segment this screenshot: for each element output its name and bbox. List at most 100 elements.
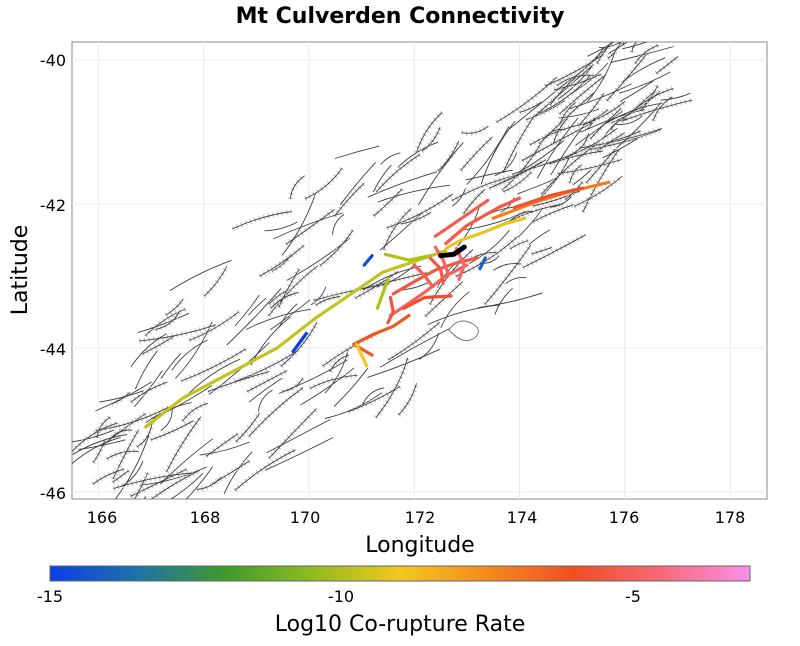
fault-trace <box>608 42 629 54</box>
fault-trace <box>278 359 348 394</box>
fault-trace <box>189 311 240 341</box>
fault-trace <box>120 460 144 488</box>
fault-trace <box>171 339 208 371</box>
rupture-section <box>375 277 390 310</box>
fault-trace <box>278 303 298 328</box>
x-axis: 166 168 170 172 174 176 178 <box>87 508 746 527</box>
fault-trace <box>469 230 510 264</box>
fault-trace <box>386 193 454 229</box>
fault-trace <box>509 81 568 129</box>
fault-trace <box>92 440 105 463</box>
fault-trace <box>568 83 632 110</box>
x-tick-label: 176 <box>609 508 640 527</box>
fault-trace <box>416 112 443 153</box>
rupture-section <box>291 331 308 354</box>
fault-trace <box>266 419 331 454</box>
fault-trace <box>134 350 158 390</box>
fault-trace <box>587 42 615 57</box>
fault-trace <box>334 182 365 217</box>
fault-trace <box>440 291 470 329</box>
fault-trace <box>510 210 533 221</box>
fault-trace <box>143 496 147 499</box>
fault-trace <box>532 190 581 207</box>
fault-trace <box>552 117 568 145</box>
fault-trace <box>160 408 173 431</box>
x-tick-label: 174 <box>507 508 538 527</box>
fault-trace <box>234 294 260 327</box>
fault-trace <box>572 133 590 154</box>
fault-trace <box>199 441 250 456</box>
colorbar-ticks: -15 -10 -5 <box>37 587 641 606</box>
fault-trace <box>264 437 334 471</box>
fault-trace <box>268 290 287 305</box>
fault-trace <box>602 138 638 159</box>
fault-trace <box>582 109 609 126</box>
fault-trace <box>484 244 532 305</box>
fault-trace <box>557 159 623 175</box>
fault-trace <box>494 152 518 177</box>
colorbar <box>49 565 751 582</box>
fault-trace <box>388 321 441 361</box>
fault-trace <box>92 468 125 485</box>
source-fault-section <box>438 244 467 259</box>
fault-trace <box>545 128 565 138</box>
fault-trace <box>401 282 429 291</box>
fault-trace <box>133 370 163 408</box>
chart-title: Mt Culverden Connectivity <box>236 4 565 29</box>
fault-trace <box>188 358 241 395</box>
fault-trace <box>246 370 288 392</box>
fault-trace <box>165 298 184 316</box>
fault-trace <box>572 169 592 186</box>
fault-trace <box>598 42 622 49</box>
rupture-section <box>362 254 374 267</box>
fault-trace <box>145 308 186 337</box>
fault-trace <box>281 193 316 256</box>
fault-trace <box>596 42 613 64</box>
fault-trace <box>166 416 202 473</box>
fault-trace <box>622 57 666 82</box>
fault-trace <box>519 101 542 113</box>
fault-trace <box>607 42 622 59</box>
fault-trace <box>559 74 607 115</box>
fault-trace <box>531 246 553 255</box>
fault-trace <box>621 99 693 122</box>
fault-trace <box>373 188 403 217</box>
fault-trace <box>248 387 304 437</box>
fault-trace <box>536 117 579 179</box>
fault-trace <box>181 348 247 382</box>
fault-trace <box>226 288 282 346</box>
fault-trace <box>517 208 544 238</box>
fault-trace <box>248 297 267 316</box>
rupture-section <box>412 263 435 289</box>
fault-trace <box>582 148 620 213</box>
fault-trace <box>558 108 600 119</box>
fault-trace <box>528 229 551 246</box>
fault-trace <box>362 387 385 405</box>
fault-trace <box>421 126 441 152</box>
colorbar-tick-label: -5 <box>625 587 641 606</box>
fault-trace <box>660 92 691 101</box>
fault-trace <box>610 118 628 131</box>
fault-trace <box>569 164 582 184</box>
fault-trace <box>532 204 574 223</box>
rupture-section <box>444 196 522 246</box>
x-tick-label: 166 <box>87 508 118 527</box>
fault-trace <box>130 381 168 403</box>
fault-trace <box>235 412 261 443</box>
fault-trace <box>460 136 493 171</box>
y-tick-label: -46 <box>40 484 66 503</box>
fault-trace <box>634 44 659 64</box>
fault-trace <box>324 349 349 394</box>
fault-trace <box>627 87 674 116</box>
fault-trace <box>379 328 450 368</box>
fault-trace <box>234 350 298 382</box>
fault-trace <box>652 96 673 121</box>
fault-trace <box>334 145 380 159</box>
fault-trace <box>72 422 118 452</box>
fault-trace <box>113 472 192 490</box>
x-tick-label: 168 <box>190 508 221 527</box>
fault-trace <box>319 229 354 266</box>
fault-trace <box>309 374 358 389</box>
fault-trace <box>627 16 645 35</box>
fault-trace <box>418 142 464 206</box>
